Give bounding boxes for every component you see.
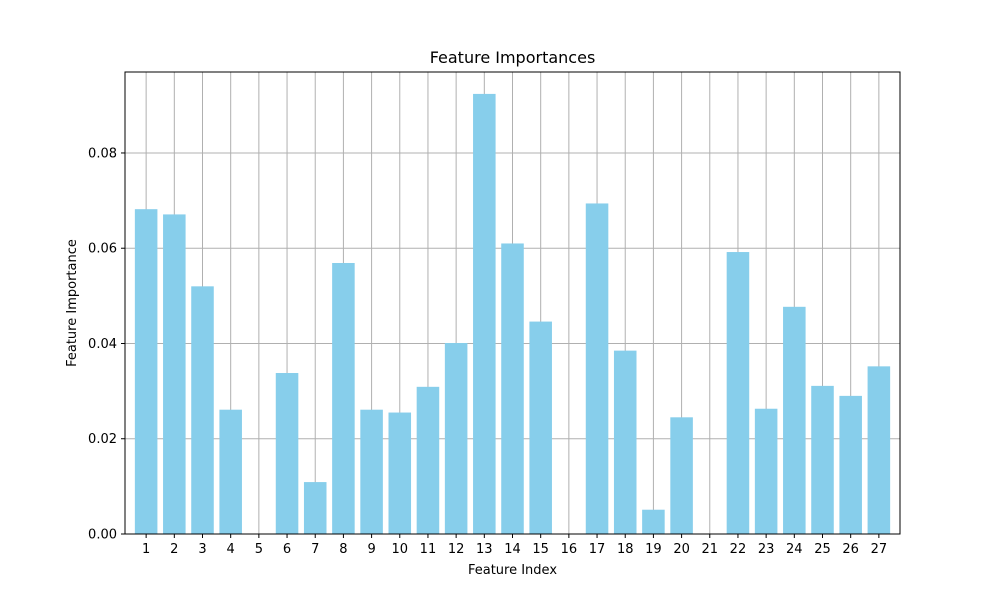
bar-feature-4	[219, 409, 242, 534]
chart-title: Feature Importances	[430, 48, 596, 67]
x-tick-label: 5	[255, 542, 263, 557]
bar-feature-25	[811, 385, 834, 534]
x-tick-label: 11	[420, 542, 437, 557]
y-tick-label: 0.04	[88, 337, 117, 352]
x-tick-label: 19	[645, 542, 662, 557]
x-tick-label: 3	[198, 542, 206, 557]
bar-feature-23	[754, 408, 778, 534]
bar-feature-6	[275, 373, 299, 534]
y-axis-title: Feature Importance	[65, 239, 80, 367]
bar-feature-24	[783, 306, 806, 534]
x-tick-label: 23	[758, 542, 775, 557]
x-tick-label: 12	[448, 542, 465, 557]
bar-feature-27	[867, 366, 891, 534]
bar-feature-13	[473, 93, 496, 535]
x-tick-label: 1	[142, 542, 150, 557]
x-tick-label: 24	[786, 542, 803, 557]
bar-feature-26	[839, 395, 862, 534]
x-tick-label: 10	[391, 542, 408, 557]
y-tick-label: 0.00	[88, 528, 117, 543]
bar-feature-2	[163, 214, 186, 534]
bar-feature-18	[613, 350, 637, 534]
x-tick-label: 8	[339, 542, 347, 557]
y-tick-label: 0.08	[88, 146, 117, 161]
bar-feature-11	[416, 386, 440, 534]
x-tick-label: 16	[561, 542, 578, 557]
x-tick-label: 15	[532, 542, 549, 557]
bar-feature-3	[191, 286, 214, 534]
bar-feature-10	[388, 412, 412, 534]
x-tick-label: 22	[730, 542, 747, 557]
x-axis-title: Feature Index	[468, 563, 557, 578]
x-tick-label: 18	[617, 542, 634, 557]
bar-feature-12	[444, 343, 468, 534]
x-tick-label: 20	[673, 542, 690, 557]
x-tick-label: 26	[842, 542, 859, 557]
ticks-layer: 1 2 3 4 5 6 7 8 9 10 11 12 13 14 15 16 17 18 19 20 21 22 23 24 2…	[88, 146, 887, 557]
x-tick-label: 25	[814, 542, 831, 557]
y-tick-label: 0.02	[88, 432, 117, 447]
bar-feature-8	[332, 262, 355, 534]
bar-feature-17	[585, 203, 609, 534]
x-tick-label: 27	[871, 542, 888, 557]
x-tick-label: 6	[283, 542, 291, 557]
x-tick-label: 21	[701, 542, 718, 557]
bar-feature-1	[134, 209, 158, 534]
bar-feature-7	[303, 482, 327, 534]
bar-feature-9	[360, 409, 383, 534]
bars-layer	[134, 93, 891, 535]
x-tick-label: 9	[367, 542, 375, 557]
bar-feature-15	[529, 321, 552, 534]
bar-feature-14	[501, 243, 524, 534]
x-tick-label: 4	[227, 542, 235, 557]
y-tick-label: 0.06	[88, 242, 117, 257]
bar-feature-20	[670, 417, 693, 534]
bar-feature-22	[726, 252, 750, 534]
x-tick-label: 14	[504, 542, 521, 557]
x-tick-label: 7	[311, 542, 319, 557]
x-tick-label: 17	[589, 542, 606, 557]
bar-feature-19	[642, 509, 665, 534]
x-tick-label: 13	[476, 542, 493, 557]
x-tick-label: 2	[170, 542, 178, 557]
